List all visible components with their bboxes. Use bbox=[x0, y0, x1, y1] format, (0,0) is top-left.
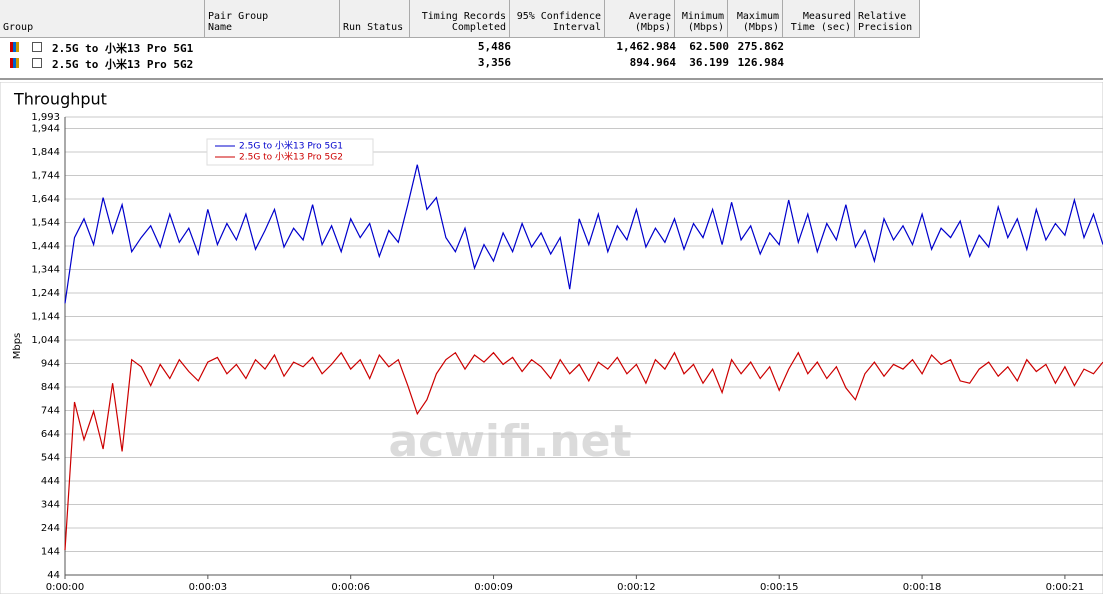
table-cell: 3,356 bbox=[477, 56, 511, 69]
y-tick-label: 1,244 bbox=[31, 288, 60, 299]
header-line: Interval bbox=[552, 22, 601, 33]
chart: Throughput Mbps acwifi.net 44 144 244 344 44… bbox=[0, 82, 1103, 594]
table-cell: 36.199 bbox=[689, 56, 729, 69]
column-header: Group bbox=[0, 0, 205, 38]
column-header: Pair Group Name bbox=[205, 0, 340, 38]
header-line: (Mbps) bbox=[687, 22, 724, 33]
y-tick-label: 344 bbox=[41, 500, 60, 511]
table-cell: 2.5G to 小米13 Pro 5G1 bbox=[52, 42, 194, 55]
series-line bbox=[64, 351, 1103, 551]
header-line: (Mbps) bbox=[634, 22, 671, 33]
y-tick-label: 1,744 bbox=[31, 171, 60, 182]
table-cell: 126.984 bbox=[737, 56, 784, 69]
header-line: Minimum bbox=[681, 11, 724, 22]
chart-title: Throughput bbox=[13, 90, 107, 109]
series-line bbox=[64, 164, 1103, 304]
y-tick-label: 1,993 bbox=[31, 112, 60, 123]
y-tick-label: 944 bbox=[41, 359, 60, 370]
column-header: Maximum (Mbps) bbox=[728, 0, 783, 38]
header-line: Maximum bbox=[736, 11, 779, 22]
row-icon bbox=[10, 58, 19, 68]
table-cell: 5,486 bbox=[477, 40, 511, 53]
header-line: Precision bbox=[858, 22, 913, 33]
header-line: (Mbps) bbox=[742, 22, 779, 33]
legend-label: 2.5G to 小米13 Pro 5G1 bbox=[239, 140, 343, 152]
x-tick-label: 0:00:00 bbox=[46, 582, 85, 593]
row-icon bbox=[10, 42, 19, 52]
column-header: Average (Mbps) bbox=[605, 0, 675, 38]
header-line: Name bbox=[208, 22, 233, 33]
table-cell: 275.862 bbox=[737, 40, 784, 53]
table-cell: 1,462.984 bbox=[616, 40, 676, 53]
header-line: Timing Records bbox=[421, 11, 506, 22]
y-tick-label: 1,644 bbox=[31, 194, 60, 205]
header-line: 95% Confidence bbox=[516, 11, 601, 22]
column-header: Timing Records Completed bbox=[410, 0, 510, 38]
header-line: Run Status bbox=[343, 22, 404, 33]
column-header: Run Status bbox=[340, 0, 410, 38]
legend-label: 2.5G to 小米13 Pro 5G2 bbox=[239, 151, 343, 163]
x-tick-label: 0:00:09 bbox=[474, 582, 513, 593]
y-tick-label: 644 bbox=[41, 429, 60, 440]
column-header: Minimum (Mbps) bbox=[675, 0, 728, 38]
header-line: Time (sec) bbox=[790, 22, 851, 33]
x-tick-label: 0:00:18 bbox=[903, 582, 942, 593]
header-line: Group bbox=[3, 22, 34, 33]
expand-icon bbox=[32, 42, 42, 52]
column-header: 95% Confidence Interval bbox=[510, 0, 605, 38]
y-tick-label: 1,944 bbox=[31, 124, 60, 135]
y-tick-label: 44 bbox=[47, 570, 60, 581]
column-header: Measured Time (sec) bbox=[783, 0, 855, 38]
legend-box bbox=[206, 138, 374, 166]
x-tick-label: 0:00:03 bbox=[189, 582, 228, 593]
watermark: acwifi.net bbox=[388, 416, 631, 467]
table-cell: 62.500 bbox=[689, 40, 729, 53]
y-tick-label: 844 bbox=[41, 382, 60, 393]
y-tick-label: 544 bbox=[41, 453, 60, 464]
y-tick-label: 1,844 bbox=[31, 147, 60, 158]
y-axis-label: Mbps bbox=[12, 333, 23, 360]
expand-icon bbox=[32, 58, 42, 68]
header-line: Completed bbox=[451, 22, 506, 33]
y-tick-label: 1,544 bbox=[31, 218, 60, 229]
y-tick-label: 144 bbox=[41, 547, 60, 558]
table-cell: 894.964 bbox=[629, 56, 676, 69]
table-cell: 2.5G to 小米13 Pro 5G2 bbox=[52, 58, 194, 71]
chart-panel bbox=[0, 82, 1103, 594]
header-line: Average bbox=[628, 11, 671, 22]
x-tick-label: 0:00:06 bbox=[331, 582, 370, 593]
header-line: Relative bbox=[858, 11, 907, 22]
x-tick-label: 0:00:12 bbox=[617, 582, 656, 593]
y-tick-label: 1,044 bbox=[31, 335, 60, 346]
y-tick-label: 744 bbox=[41, 406, 60, 417]
header-line: Pair Group bbox=[208, 11, 269, 22]
results-table: Group Pair Group Name Run Status Timing Reco… bbox=[0, 0, 1103, 80]
column-header: Relative Precision bbox=[855, 0, 920, 38]
y-tick-label: 1,144 bbox=[31, 312, 60, 323]
y-tick-label: 244 bbox=[41, 523, 60, 534]
y-tick-label: 1,444 bbox=[31, 241, 60, 252]
x-tick-label: 0:00:15 bbox=[760, 582, 799, 593]
y-tick-label: 1,344 bbox=[31, 265, 60, 276]
header-line: Measured bbox=[802, 11, 851, 22]
x-tick-label: 0:00:21 bbox=[1046, 582, 1085, 593]
y-tick-label: 444 bbox=[41, 476, 60, 487]
